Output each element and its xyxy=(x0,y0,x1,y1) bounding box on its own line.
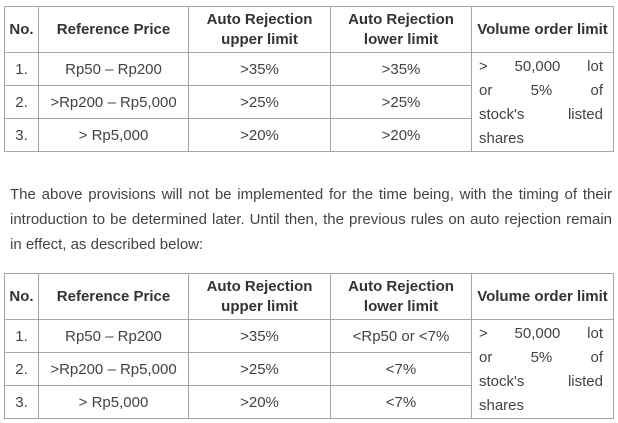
volume-limit-line: shares xyxy=(479,130,525,147)
cell-reference-price: > Rp5,000 xyxy=(38,385,189,419)
auto-rejection-table-upcoming: No. Reference Price Auto Rejection upper… xyxy=(4,6,614,152)
table-row: 1. Rp50 – Rp200 >35% <Rp50 or <7% > 50,0… xyxy=(4,319,614,419)
header-reference-price: Reference Price xyxy=(38,6,189,53)
volume-limit-line: shares xyxy=(479,397,525,414)
cell-reference-price: Rp50 – Rp200 xyxy=(38,319,189,353)
header-no: No. xyxy=(4,6,39,53)
header-reference-price: Reference Price xyxy=(38,273,189,320)
table-header-row: No. Reference Price Auto Rejection upper… xyxy=(4,273,614,320)
cell-no: 2. xyxy=(4,352,39,386)
table-row: 2. >Rp200 – Rp5,000 >25% <7% xyxy=(4,352,614,386)
cell-upper-limit: >35% xyxy=(188,319,331,353)
cell-volume-limit: > 50,000 lot or 5% of stock's listed sha… xyxy=(471,319,614,419)
cell-upper-limit: >35% xyxy=(188,52,331,86)
cell-upper-limit: >20% xyxy=(188,385,331,419)
header-upper-limit: Auto Rejection upper limit xyxy=(188,273,331,320)
cell-lower-limit: <Rp50 or <7% xyxy=(330,319,472,353)
header-upper-limit: Auto Rejection upper limit xyxy=(188,6,331,53)
volume-limit-line: or 5% of xyxy=(479,349,603,366)
table-row: 2. >Rp200 – Rp5,000 >25% >25% xyxy=(4,85,614,119)
cell-lower-limit: >35% xyxy=(330,52,472,86)
table-row: 1. Rp50 – Rp200 >35% >35% > 50,000 lot o… xyxy=(4,52,614,152)
cell-upper-limit: >20% xyxy=(188,118,331,152)
volume-limit-line: or 5% of xyxy=(479,82,603,99)
cell-lower-limit: >25% xyxy=(330,85,472,119)
cell-reference-price: > Rp5,000 xyxy=(38,118,189,152)
header-no: No. xyxy=(4,273,39,320)
cell-lower-limit: >20% xyxy=(330,118,472,152)
header-lower-limit: Auto Rejection lower limit xyxy=(330,6,472,53)
cell-reference-price: Rp50 – Rp200 xyxy=(38,52,189,86)
cell-no: 2. xyxy=(4,85,39,119)
cell-no: 1. xyxy=(4,319,39,353)
table-header-row: No. Reference Price Auto Rejection upper… xyxy=(4,6,614,53)
cell-lower-limit: <7% xyxy=(330,385,472,419)
cell-no: 3. xyxy=(4,118,39,152)
volume-limit-line: stock's listed xyxy=(479,106,603,123)
auto-rejection-table-previous: No. Reference Price Auto Rejection upper… xyxy=(4,273,614,419)
transition-note: The above provisions will not be impleme… xyxy=(10,186,612,253)
header-lower-limit: Auto Rejection lower limit xyxy=(330,273,472,320)
volume-limit-line: stock's listed xyxy=(479,373,603,390)
cell-no: 1. xyxy=(4,52,39,86)
table-row: 3. > Rp5,000 >20% >20% xyxy=(4,118,614,152)
cell-lower-limit: <7% xyxy=(330,352,472,386)
cell-no: 3. xyxy=(4,385,39,419)
header-volume-limit: Volume order limit xyxy=(471,273,614,320)
volume-limit-line: > 50,000 lot xyxy=(479,58,603,75)
header-volume-limit: Volume order limit xyxy=(471,6,614,53)
cell-reference-price: >Rp200 – Rp5,000 xyxy=(38,352,189,386)
table-row: 3. > Rp5,000 >20% <7% xyxy=(4,385,614,419)
cell-reference-price: >Rp200 – Rp5,000 xyxy=(38,85,189,119)
volume-limit-line: > 50,000 lot xyxy=(479,325,603,342)
cell-upper-limit: >25% xyxy=(188,85,331,119)
cell-upper-limit: >25% xyxy=(188,352,331,386)
cell-volume-limit: > 50,000 lot or 5% of stock's listed sha… xyxy=(471,52,614,152)
